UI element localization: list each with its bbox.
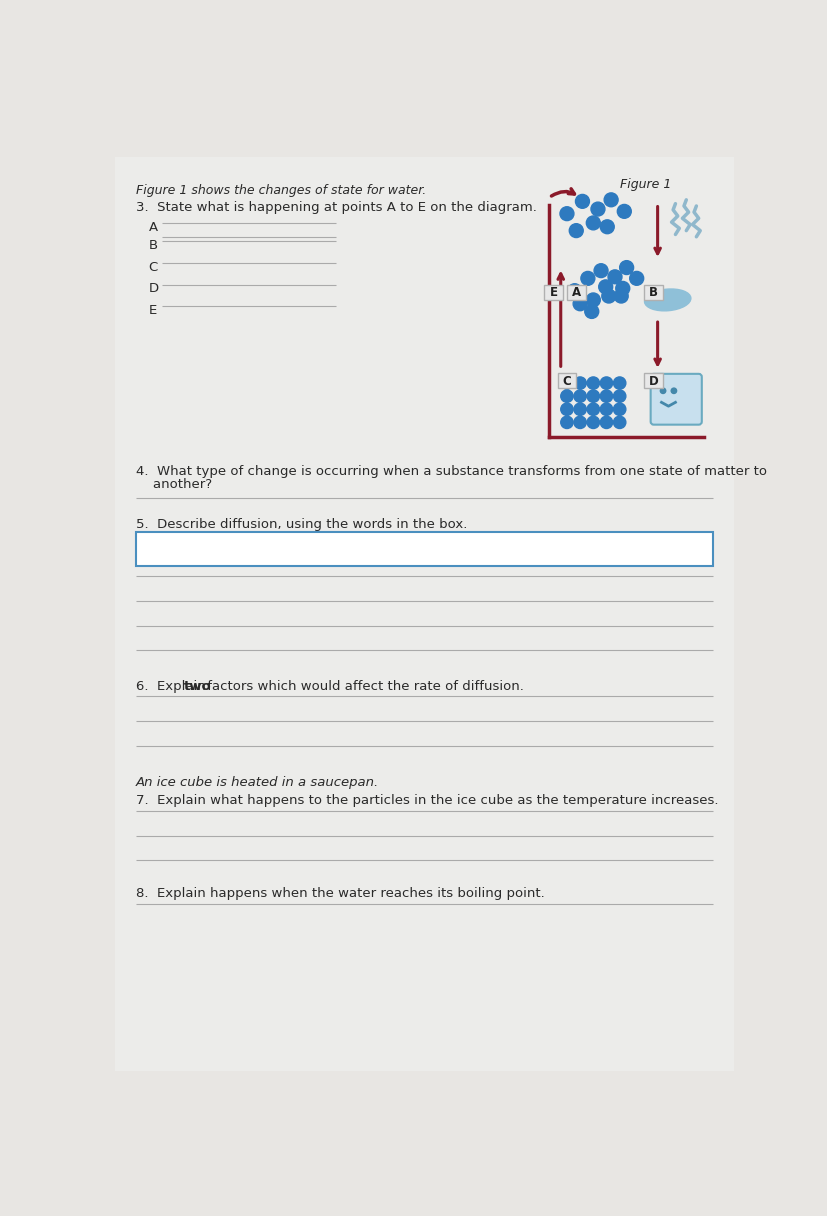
Circle shape: [560, 377, 572, 389]
Text: C: C: [148, 260, 157, 274]
Text: 6.  Explain: 6. Explain: [136, 680, 210, 693]
Circle shape: [560, 416, 572, 428]
Text: factors which would affect the rate of diffusion.: factors which would affect the rate of d…: [203, 680, 523, 693]
Circle shape: [586, 377, 599, 389]
Circle shape: [619, 260, 633, 275]
Circle shape: [613, 416, 625, 428]
Circle shape: [613, 390, 625, 402]
Circle shape: [613, 377, 625, 389]
Text: 5.  Describe diffusion, using the words in the box.: 5. Describe diffusion, using the words i…: [136, 518, 467, 531]
Circle shape: [586, 390, 599, 402]
Circle shape: [560, 402, 572, 416]
Text: 7.  Explain what happens to the particles in the ice cube as the temperature inc: 7. Explain what happens to the particles…: [136, 794, 718, 807]
Text: Figure 1 shows the changes of state for water.: Figure 1 shows the changes of state for …: [136, 185, 426, 197]
Circle shape: [590, 202, 605, 216]
Text: B: B: [648, 287, 657, 299]
Text: another?: another?: [136, 478, 212, 491]
Text: An ice cube is heated in a saucepan.: An ice cube is heated in a saucepan.: [136, 776, 379, 789]
Circle shape: [660, 388, 665, 394]
Circle shape: [572, 297, 586, 311]
FancyBboxPatch shape: [643, 285, 662, 300]
Circle shape: [613, 402, 625, 416]
Circle shape: [600, 402, 612, 416]
Circle shape: [567, 283, 581, 298]
Circle shape: [615, 281, 629, 295]
Circle shape: [573, 402, 586, 416]
Text: A: A: [148, 220, 157, 233]
Circle shape: [600, 390, 612, 402]
Circle shape: [601, 289, 615, 303]
Circle shape: [598, 280, 612, 294]
Circle shape: [584, 304, 598, 319]
Circle shape: [671, 388, 676, 394]
Circle shape: [586, 293, 600, 306]
FancyBboxPatch shape: [566, 285, 585, 300]
Circle shape: [586, 416, 599, 428]
Circle shape: [593, 264, 607, 277]
FancyBboxPatch shape: [115, 157, 733, 1071]
Text: E: E: [148, 304, 156, 317]
Circle shape: [617, 204, 630, 219]
FancyBboxPatch shape: [557, 373, 576, 388]
Text: C: C: [562, 375, 571, 388]
Circle shape: [560, 390, 572, 402]
Text: D: D: [648, 375, 657, 388]
Text: particles: particles: [414, 542, 467, 556]
Circle shape: [575, 195, 589, 208]
Circle shape: [581, 271, 594, 286]
FancyBboxPatch shape: [650, 373, 701, 424]
Circle shape: [629, 271, 643, 286]
Circle shape: [600, 416, 612, 428]
Text: D: D: [148, 282, 159, 295]
Text: 4.  What type of change is occurring when a substance transforms from one state : 4. What type of change is occurring when…: [136, 466, 766, 478]
Circle shape: [586, 216, 600, 230]
FancyBboxPatch shape: [544, 285, 562, 300]
Text: gradient: gradient: [605, 550, 657, 563]
Text: two: two: [184, 680, 212, 693]
Text: Figure 1: Figure 1: [619, 179, 671, 191]
Text: A: A: [571, 287, 580, 299]
Text: 3.  State what is happening at points A to E on the diagram.: 3. State what is happening at points A t…: [136, 202, 536, 214]
Text: lower: lower: [332, 542, 366, 556]
Circle shape: [573, 416, 586, 428]
Circle shape: [569, 224, 582, 237]
FancyBboxPatch shape: [643, 373, 662, 388]
Circle shape: [586, 402, 599, 416]
Circle shape: [573, 390, 586, 402]
Text: higher: higher: [242, 542, 282, 556]
Text: E: E: [549, 287, 557, 299]
Text: 8.  Explain happens when the water reaches its boiling point.: 8. Explain happens when the water reache…: [136, 886, 544, 900]
Ellipse shape: [643, 289, 690, 311]
Circle shape: [614, 289, 628, 303]
Text: concentration: concentration: [588, 540, 675, 552]
Text: region: region: [508, 542, 547, 556]
Circle shape: [604, 193, 617, 207]
Text: fluid: fluid: [155, 542, 183, 556]
Circle shape: [607, 270, 621, 283]
Circle shape: [573, 377, 586, 389]
Circle shape: [600, 377, 612, 389]
Text: B: B: [148, 240, 157, 252]
Circle shape: [559, 207, 573, 220]
Circle shape: [600, 220, 614, 233]
FancyBboxPatch shape: [136, 531, 712, 565]
